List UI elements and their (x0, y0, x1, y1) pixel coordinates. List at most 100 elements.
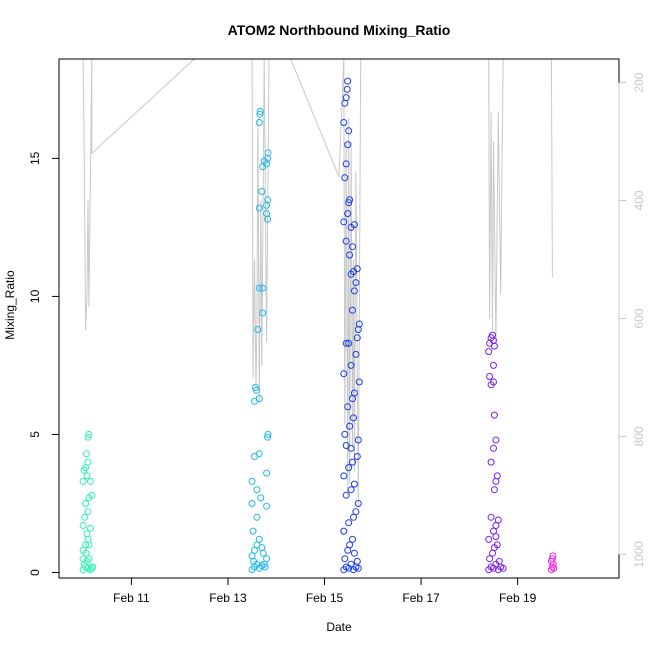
data-point (255, 450, 263, 458)
data-point (352, 508, 360, 516)
data-point (254, 326, 262, 333)
data-point (492, 533, 500, 541)
data-point (264, 430, 272, 438)
data-point (486, 373, 494, 380)
data-point (342, 491, 350, 499)
data-point (253, 486, 261, 494)
x-tick-label: Feb 13 (209, 591, 247, 605)
data-point (255, 119, 263, 126)
data-point (349, 535, 356, 543)
data-point (485, 535, 493, 543)
data-point (487, 458, 495, 466)
data-point (345, 339, 353, 347)
data-point (84, 433, 92, 441)
data-point (341, 99, 349, 107)
data-point (354, 436, 362, 444)
data-point (352, 350, 360, 358)
y2-tick-label: 400 (632, 190, 646, 210)
data-point (263, 210, 271, 218)
data-point (84, 458, 92, 466)
data-point (259, 284, 267, 292)
data-point (350, 389, 358, 397)
data-point (493, 541, 501, 549)
data-point (352, 279, 360, 287)
x-axis-label: Date (326, 620, 352, 634)
data-point (347, 444, 355, 452)
data-point (350, 480, 358, 488)
data-points-layer (79, 77, 558, 574)
data-point (344, 77, 352, 85)
data-point (345, 464, 353, 472)
data-point (346, 196, 354, 204)
data-point (79, 522, 87, 529)
data-point (263, 469, 271, 477)
y-tick-label: 5 (28, 431, 42, 438)
y-tick-label: 0 (28, 569, 42, 576)
data-point (257, 494, 265, 502)
data-point (349, 306, 356, 314)
data-point (489, 549, 496, 557)
data-point (84, 508, 92, 516)
data-point (344, 210, 352, 218)
data-point (249, 527, 257, 535)
data-point (261, 563, 269, 571)
data-point (79, 555, 87, 563)
data-point (549, 552, 557, 560)
data-point (85, 541, 93, 549)
data-point (350, 549, 358, 557)
data-point (253, 513, 261, 521)
y2-tick-label: 600 (632, 308, 646, 328)
plot-frame (58, 58, 620, 579)
data-point (353, 334, 361, 342)
data-point (343, 85, 351, 93)
data-point (490, 486, 498, 494)
data-point (490, 411, 498, 419)
y-tick-label: 15 (28, 151, 42, 165)
series-1 (248, 108, 272, 574)
data-point (255, 395, 263, 403)
data-point (344, 403, 352, 411)
x-tick-label: Feb 19 (499, 591, 537, 605)
data-point (263, 555, 271, 563)
data-point (82, 549, 90, 557)
data-point (81, 513, 89, 521)
data-point (259, 309, 267, 317)
data-point (258, 188, 266, 195)
data-point (340, 119, 348, 126)
data-point (263, 502, 271, 510)
data-point (354, 564, 362, 572)
y2-tick-label: 800 (632, 426, 646, 446)
data-point (350, 287, 358, 295)
data-point (88, 491, 96, 499)
data-point (84, 535, 92, 543)
data-point (499, 564, 507, 572)
data-point (350, 513, 357, 521)
data-point (349, 458, 356, 466)
data-point (79, 477, 87, 485)
x-tick-label: Feb 17 (402, 591, 440, 605)
data-point (355, 378, 363, 386)
data-point (342, 237, 350, 245)
data-point (83, 450, 90, 458)
data-point (485, 348, 493, 356)
data-point (354, 500, 362, 507)
data-point (342, 160, 350, 168)
data-point (490, 361, 497, 369)
chart-title: ATOM2 Northbound Mixing_Ratio (228, 22, 451, 38)
data-point (86, 477, 94, 485)
data-point (341, 430, 349, 438)
data-point (355, 320, 363, 328)
x-tick-label: Feb 15 (306, 591, 344, 605)
data-point (345, 199, 353, 207)
series-2 (340, 77, 363, 574)
data-point (342, 339, 350, 347)
data-point (354, 326, 362, 333)
data-point (490, 444, 497, 452)
y-axis-label: Mixing_Ratio (3, 270, 17, 340)
data-point (341, 174, 349, 182)
data-point (347, 486, 355, 494)
data-point (486, 555, 494, 563)
series-3 (485, 331, 507, 574)
data-point (255, 284, 263, 292)
